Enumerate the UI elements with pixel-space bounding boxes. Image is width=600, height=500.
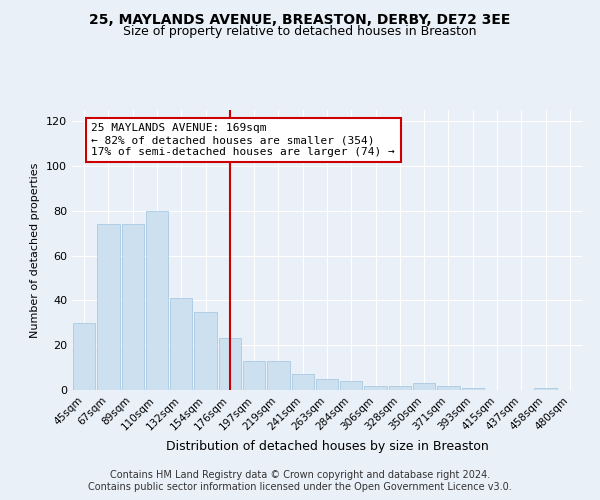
Bar	[413, 384, 436, 390]
Bar	[122, 224, 144, 390]
Bar	[364, 386, 387, 390]
Bar	[437, 386, 460, 390]
Bar	[340, 381, 362, 390]
Text: Size of property relative to detached houses in Breaston: Size of property relative to detached ho…	[123, 25, 477, 38]
Bar	[535, 388, 557, 390]
Text: 25 MAYLANDS AVENUE: 169sqm
← 82% of detached houses are smaller (354)
17% of sem: 25 MAYLANDS AVENUE: 169sqm ← 82% of deta…	[91, 124, 395, 156]
Bar	[73, 323, 95, 390]
Text: 25, MAYLANDS AVENUE, BREASTON, DERBY, DE72 3EE: 25, MAYLANDS AVENUE, BREASTON, DERBY, DE…	[89, 12, 511, 26]
Bar	[389, 386, 411, 390]
Bar	[267, 361, 290, 390]
Bar	[292, 374, 314, 390]
X-axis label: Distribution of detached houses by size in Breaston: Distribution of detached houses by size …	[166, 440, 488, 453]
Bar	[146, 211, 168, 390]
Text: Contains HM Land Registry data © Crown copyright and database right 2024.: Contains HM Land Registry data © Crown c…	[110, 470, 490, 480]
Y-axis label: Number of detached properties: Number of detached properties	[31, 162, 40, 338]
Text: Contains public sector information licensed under the Open Government Licence v3: Contains public sector information licen…	[88, 482, 512, 492]
Bar	[316, 379, 338, 390]
Bar	[218, 338, 241, 390]
Bar	[461, 388, 484, 390]
Bar	[97, 224, 119, 390]
Bar	[170, 298, 193, 390]
Bar	[243, 361, 265, 390]
Bar	[194, 312, 217, 390]
